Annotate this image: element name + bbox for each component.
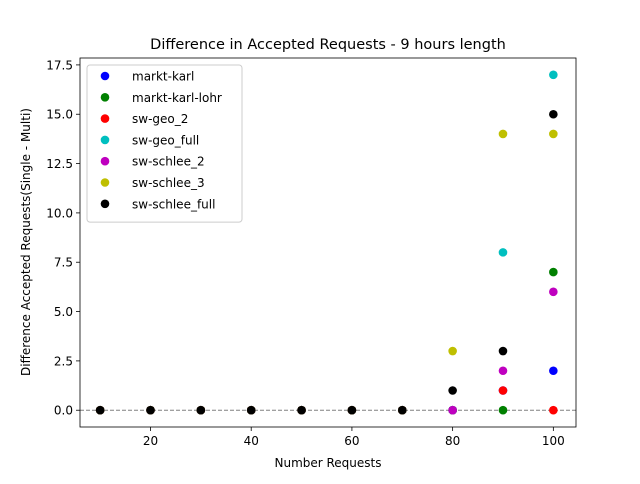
- data-point-sw-schlee-full: [397, 405, 407, 415]
- data-point-markt-karl-lohr: [549, 267, 558, 277]
- data-point-sw-schlee-full: [146, 405, 155, 415]
- y-tick-label: 2.5: [54, 354, 73, 368]
- legend-marker: [100, 71, 110, 81]
- x-tick-label: 80: [445, 434, 460, 448]
- data-point-sw-schlee-3: [549, 129, 558, 139]
- legend-label: sw-schlee_full: [132, 197, 215, 211]
- x-tick-label: 40: [244, 434, 259, 448]
- legend-label: markt-karl-lohr: [132, 91, 222, 105]
- data-point-sw-schlee-full: [498, 346, 508, 356]
- data-point-sw-schlee-full: [448, 386, 457, 395]
- data-point-sw-geo-full: [498, 248, 508, 257]
- data-point-sw-schlee-3: [448, 346, 457, 356]
- data-point-sw-schlee-2: [498, 366, 508, 376]
- legend-marker: [100, 114, 110, 123]
- legend-label: sw-schlee_2: [132, 155, 205, 169]
- x-tick-label: 60: [344, 434, 359, 448]
- y-axis-label: Difference Accepted Requests(Single - Mu…: [19, 108, 33, 376]
- legend-marker: [100, 93, 110, 102]
- data-point-sw-schlee-full: [549, 109, 558, 119]
- data-point-sw-schlee-full: [246, 405, 256, 415]
- legend-label: sw-geo_2: [132, 112, 188, 126]
- data-point-sw-schlee-2: [549, 287, 558, 297]
- legend-marker: [100, 135, 110, 145]
- x-tick-label: 20: [143, 434, 158, 448]
- data-point-markt-karl: [549, 366, 558, 376]
- data-point-sw-schlee-3: [498, 129, 508, 139]
- data-point-sw-schlee-full: [347, 405, 357, 415]
- data-point-markt-karl-lohr: [498, 405, 508, 415]
- data-point-sw-geo-2: [549, 405, 558, 415]
- data-point-sw-schlee-full: [196, 405, 206, 415]
- data-point-sw-schlee-2: [448, 405, 457, 415]
- data-point-sw-geo-2: [498, 386, 508, 395]
- y-tick-label: 0.0: [54, 404, 73, 418]
- legend-marker: [100, 178, 110, 187]
- legend-label: markt-karl: [132, 70, 194, 84]
- chart-title: Difference in Accepted Requests - 9 hour…: [150, 37, 506, 53]
- y-tick-label: 12.5: [46, 157, 73, 171]
- y-tick-label: 5.0: [54, 305, 73, 319]
- plot-layer: 20 40 60 80 100 0.0 2.5 5.0 7.5 10.0 12.5 15.0 17.5 m…: [46, 57, 577, 448]
- legend-label: sw-schlee_3: [132, 176, 205, 190]
- y-tick-label: 17.5: [46, 58, 73, 72]
- legend-marker: [100, 156, 110, 166]
- x-axis-label: Number Requests: [274, 456, 381, 470]
- y-tick-label: 7.5: [54, 256, 73, 270]
- data-point-sw-schlee-full: [95, 405, 105, 415]
- data-point-sw-geo-full: [549, 70, 558, 80]
- plot-frame: [79, 57, 577, 428]
- y-tick-label: 15.0: [46, 108, 73, 122]
- legend-label: sw-geo_full: [132, 133, 199, 147]
- x-tick-label: 100: [542, 434, 565, 448]
- legend-marker: [100, 199, 110, 209]
- y-tick-label: 10.0: [46, 206, 73, 220]
- data-point-sw-schlee-full: [297, 405, 306, 415]
- legend-box: [86, 64, 243, 223]
